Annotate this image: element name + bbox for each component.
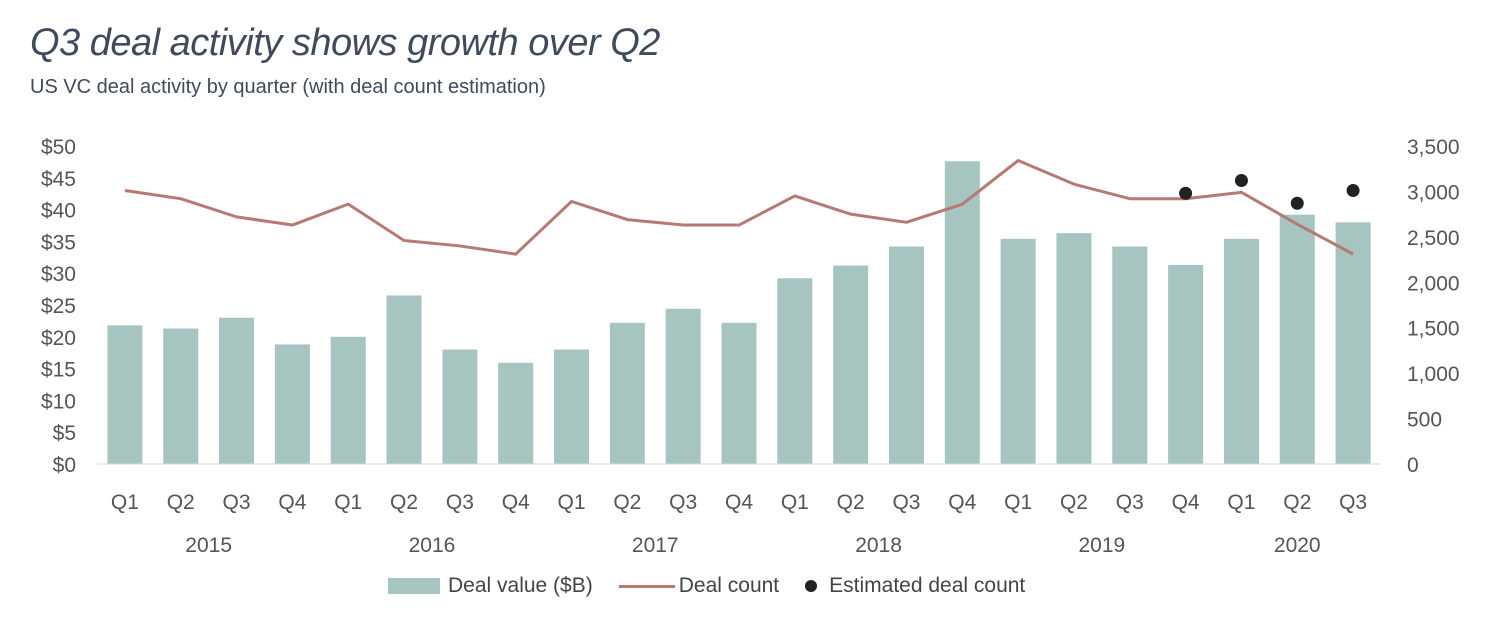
x-tick-label-quarter: Q1: [781, 491, 809, 514]
x-tick-label-quarter: Q4: [502, 491, 530, 514]
x-tick-label-quarter: Q2: [1060, 491, 1088, 514]
y-left-tick-label: $10: [41, 390, 76, 413]
y-right-tick-label: 2,500: [1407, 227, 1460, 250]
x-tick-label-year: 2017: [632, 534, 679, 557]
bar-deal-value: [1335, 222, 1371, 464]
y-left-tick-label: $0: [53, 454, 76, 477]
bar-deal-value: [1056, 233, 1092, 464]
bar-deal-value: [944, 161, 980, 465]
x-tick-label-quarter: Q1: [1227, 491, 1255, 514]
legend-label-deal-count: Deal count: [678, 574, 780, 597]
bar-deal-value: [1279, 214, 1315, 464]
legend-item-deal-count: Deal count: [618, 574, 780, 598]
bar-deal-value: [833, 265, 869, 464]
y-left-tick-label: $15: [41, 359, 76, 382]
x-tick-label-year: 2015: [185, 534, 232, 557]
x-tick-label-quarter: Q3: [892, 491, 920, 514]
x-tick-label-quarter: Q4: [278, 491, 306, 514]
legend-dot-swatch: [805, 580, 818, 592]
x-tick-label-year: 2020: [1274, 534, 1321, 557]
point-estimated-deal-count: [1290, 196, 1304, 210]
bar-deal-value: [1000, 238, 1036, 464]
y-left-tick-label: $40: [41, 200, 76, 223]
point-estimated-deal-count: [1179, 186, 1193, 200]
bar-deal-value: [107, 325, 143, 464]
point-estimated-deal-count: [1346, 184, 1360, 198]
bar-deal-value: [274, 344, 310, 464]
point-estimated-deal-count: [1234, 174, 1248, 188]
y-left-tick-label: $5: [53, 422, 76, 445]
y-left-tick-label: $50: [41, 136, 76, 159]
x-tick-label-quarter: Q2: [837, 491, 865, 514]
x-tick-label-quarter: Q3: [1339, 491, 1367, 514]
bar-deal-value: [721, 322, 757, 464]
x-tick-label-year: 2018: [855, 534, 902, 557]
x-tick-label-quarter: Q2: [613, 491, 641, 514]
y-left-tick-label: $45: [41, 168, 76, 191]
y-left-tick-label: $25: [41, 295, 76, 318]
bar-deal-value: [163, 328, 199, 464]
bar-deal-value: [554, 349, 590, 464]
legend-line-swatch: [618, 584, 675, 588]
y-right-tick-label: 3,500: [1407, 136, 1460, 159]
x-tick-label-quarter: Q1: [111, 491, 139, 514]
chart-canvas: $0 $5 $10 $15 $20 $25 $30 $35 $40 $45 $50 0 500 1,000…: [41, 136, 1460, 557]
bar-deal-value: [1223, 238, 1259, 464]
chart-title: Q3 deal activity shows growth over Q2: [30, 22, 660, 64]
bar-deal-value: [219, 317, 255, 464]
y-right-tick-label: 1,000: [1407, 363, 1460, 386]
bar-deal-value: [1168, 264, 1204, 464]
bar-deal-value: [442, 349, 478, 464]
y-right-tick-label: 500: [1407, 409, 1442, 432]
x-tick-label-year: 2016: [409, 534, 456, 557]
x-tick-label-quarter: Q2: [1283, 491, 1311, 514]
x-tick-label-year: 2019: [1079, 534, 1126, 557]
x-tick-label-quarter: Q1: [334, 491, 362, 514]
x-tick-label-quarter: Q2: [167, 491, 195, 514]
legend-bar-swatch: [388, 578, 440, 594]
y-left-tick-label: $35: [41, 231, 76, 254]
line-deal-count: [124, 159, 1354, 256]
x-tick-label-quarter: Q1: [1004, 491, 1032, 514]
legend-item-estimated: Estimated deal count: [805, 574, 1025, 598]
y-right-tick-label: 2,000: [1407, 272, 1460, 295]
y-right-tick-label: 0: [1407, 454, 1419, 477]
bar-deal-value: [777, 278, 813, 464]
bar-deal-value: [1112, 246, 1148, 464]
x-tick-label-quarter: Q3: [1116, 491, 1144, 514]
chart-subtitle: US VC deal activity by quarter (with dea…: [30, 76, 546, 98]
y-left-tick-label: $20: [41, 327, 76, 350]
legend-label-estimated: Estimated deal count: [829, 574, 1026, 597]
chart-legend: Deal value ($B) Deal count Estimated dea…: [388, 574, 1051, 598]
bar-deal-value: [888, 246, 924, 464]
y-left-tick-label: $30: [41, 263, 76, 286]
legend-item-deal-value: Deal value ($B): [388, 574, 593, 598]
x-tick-label-quarter: Q4: [725, 491, 753, 514]
bar-deal-value: [498, 362, 534, 464]
x-tick-label-quarter: Q4: [1172, 491, 1200, 514]
bar-deal-value: [330, 336, 366, 464]
x-tick-label-quarter: Q4: [948, 491, 976, 514]
y-right-tick-label: 1,500: [1407, 318, 1460, 341]
x-tick-label-quarter: Q1: [558, 491, 586, 514]
bar-deal-value: [386, 295, 422, 464]
x-tick-label-quarter: Q3: [446, 491, 474, 514]
x-tick-label-quarter: Q3: [669, 491, 697, 514]
bar-deal-value: [609, 322, 645, 464]
x-tick-label-quarter: Q3: [223, 491, 251, 514]
bar-deal-value: [665, 308, 701, 464]
y-right-tick-label: 3,000: [1407, 181, 1460, 204]
x-tick-label-quarter: Q2: [390, 491, 418, 514]
legend-label-deal-value: Deal value ($B): [448, 574, 593, 597]
